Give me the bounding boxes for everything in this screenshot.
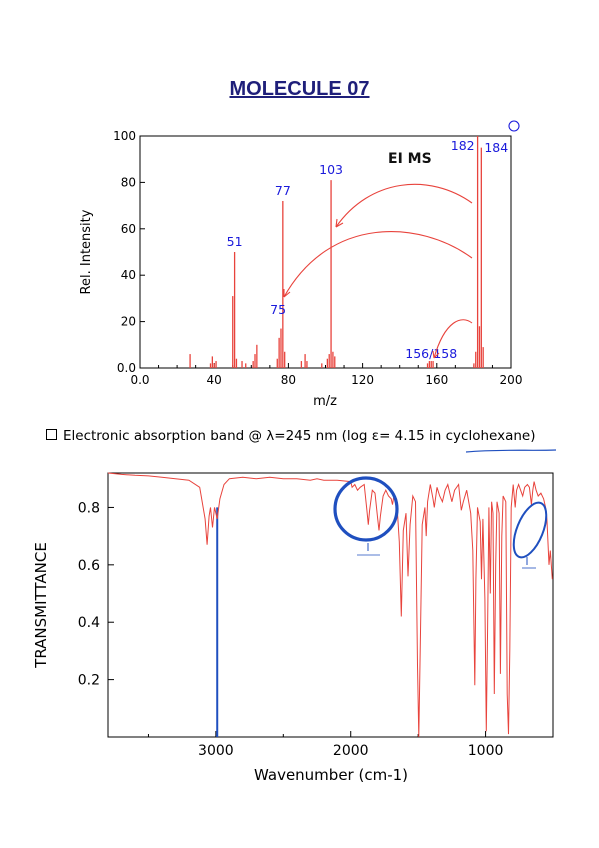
ms-y-tick-label: 60 (121, 222, 136, 236)
ms-peak-label: 77 (275, 183, 291, 198)
ms-y-tick-label: 20 (121, 315, 136, 329)
ms-x-tick-label: 200 (500, 373, 523, 387)
ir-y-axis-label: TRANSMITTANCE (32, 542, 50, 669)
ms-y-tick-label: 80 (121, 175, 136, 189)
ms-chart: 0.0 40 80 120 160 200 0.0 20 40 60 80 100 51 77 103 75… (79, 120, 522, 409)
ms-x-tick-label: 160 (425, 373, 448, 387)
ir-x-tick-label: 2000 (333, 743, 369, 759)
ms-x-tick-label: 120 (351, 373, 374, 387)
ms-axes: 0.0 40 80 120 160 200 0.0 20 40 60 80 100 (113, 129, 522, 387)
fragmentation-arrow-3 (433, 319, 473, 359)
ms-x-tick-label: 0.0 (130, 373, 149, 387)
ms-peak-label: 156/158 (405, 346, 457, 361)
ms-x-axis-label: m/z (313, 394, 337, 409)
ir-handwritten-annotations (333, 476, 548, 569)
checkbox-bullet-icon (46, 429, 57, 440)
ir-y-tick-label: 0.6 (78, 558, 100, 574)
uv-note-text: Electronic absorption band @ λ=245 nm (l… (63, 428, 536, 444)
overtone-region-circle (333, 476, 399, 542)
ir-y-tick-label: 0.4 (78, 615, 100, 631)
ms-y-axis-label: Rel. Intensity (79, 209, 94, 294)
c-h-bend-ellipse (512, 501, 548, 559)
ir-x-tick-label: 3000 (198, 743, 234, 759)
ms-y-tick-label: 0.0 (117, 361, 136, 375)
uv-absorption-note: Electronic absorption band @ λ=245 nm (l… (46, 428, 536, 444)
ms-inset-label: EI MS (388, 151, 432, 167)
title-text: MOLECULE 07 (229, 78, 370, 100)
ms-peak-label: 182 (451, 138, 475, 153)
fragmentation-arrow-1 (335, 183, 473, 228)
ms-peaks (189, 136, 484, 368)
ir-x-tick-label: 1000 (468, 743, 504, 759)
arrowhead-1 (335, 218, 344, 228)
fragmentation-arrow-2 (283, 231, 473, 298)
ir-y-tick-label: 0.8 (78, 500, 100, 516)
ms-peak-label: 75 (270, 302, 286, 317)
ms-x-tick-label: 80 (281, 373, 296, 387)
ms-peak-label: 103 (319, 162, 343, 177)
arrowhead-3 (432, 350, 440, 359)
molecular-ion-circle (508, 120, 520, 132)
page-title: MOLECULE 07 (0, 78, 599, 101)
ir-y-tick-label: 0.2 (78, 673, 100, 689)
ms-handwritten-annotations (283, 120, 520, 359)
ms-x-tick-label: 40 (207, 373, 222, 387)
ms-y-tick-label: 100 (113, 129, 136, 143)
ms-peak-label: 184 (484, 140, 508, 155)
ir-plot-frame (107, 472, 554, 738)
ir-chart: 3000 2000 1000 0.8 0.6 0.4 0.2 Wavenumber (cm-… (32, 472, 554, 784)
ir-x-axis-label: Wavenumber (cm-1) (254, 766, 408, 784)
ms-peak-labels: 51 77 103 75 182 184 156/158 (227, 138, 509, 361)
arrowhead-2 (283, 289, 291, 298)
ir-spectrum-line (107, 472, 553, 738)
ir-axes: 3000 2000 1000 0.8 0.6 0.4 0.2 (78, 472, 554, 759)
ms-peak-label: 51 (227, 234, 243, 249)
ms-y-tick-label: 40 (121, 268, 136, 282)
